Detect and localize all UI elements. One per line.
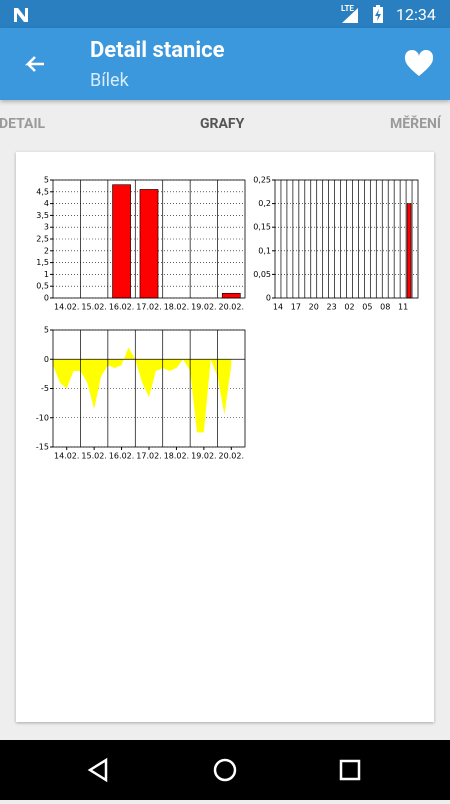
x-tick-label: 17.02. <box>136 303 161 312</box>
y-tick-label: 3,5 <box>36 211 49 220</box>
x-tick-label: 19.02. <box>191 303 216 312</box>
nav-recents[interactable] <box>339 759 361 781</box>
x-tick-label: 18.02. <box>164 303 189 312</box>
y-tick-label: 2,5 <box>36 235 49 244</box>
x-tick-label: 14.02. <box>54 303 79 312</box>
x-tick-label: 14 <box>273 303 283 312</box>
x-tick-label: 08 <box>380 303 390 312</box>
y-tick-label: -5 <box>41 384 49 393</box>
bar <box>112 184 131 299</box>
y-tick-label: 1 <box>44 270 49 279</box>
x-tick-label: 02 <box>344 303 354 312</box>
back-button[interactable] <box>22 52 48 78</box>
y-tick-label: 4 <box>44 199 49 208</box>
y-tick-label: 0,05 <box>253 270 271 279</box>
bar <box>139 189 159 299</box>
nav-back[interactable] <box>87 757 108 783</box>
favorite-button[interactable] <box>404 50 434 78</box>
x-tick-label: 18.02. <box>164 452 189 461</box>
x-tick-label: 16.02. <box>109 452 134 461</box>
y-tick-label: 0 <box>266 294 271 303</box>
tab-selected[interactable]: GRAFY <box>200 116 245 132</box>
plot-frame <box>52 179 246 299</box>
y-tick-label: -15 <box>36 443 49 452</box>
x-tick-label: 20 <box>309 303 319 312</box>
subtitle: Bílek <box>90 70 129 91</box>
bar <box>221 292 241 299</box>
y-tick-label: 0,1 <box>258 246 271 255</box>
plot-frame <box>274 179 419 299</box>
status-bar: LTE 12:34 <box>0 0 450 28</box>
bar <box>406 203 412 299</box>
tab-bar: DETAIL GRAFY MĚŘENÍ <box>0 100 450 150</box>
plot-frame <box>52 329 246 448</box>
y-tick-label: 0 <box>44 294 49 303</box>
nav-buttons <box>87 757 361 783</box>
x-tick-label: 23 <box>327 303 337 312</box>
y-tick-label: 2 <box>44 246 49 255</box>
clock: 12:34 <box>396 5 436 24</box>
x-tick-label: 20.02. <box>219 303 244 312</box>
x-tick-label: 17.02. <box>136 452 161 461</box>
app-bar: Detail stanice Bílek <box>0 28 450 100</box>
y-tick-label: 3 <box>44 223 49 232</box>
x-tick-label: 05 <box>362 303 372 312</box>
y-tick-label: 4,5 <box>36 187 49 196</box>
x-tick-label: 15.02. <box>81 452 106 461</box>
x-tick-label: 17 <box>291 303 301 312</box>
y-tick-label: 0 <box>44 355 49 364</box>
y-tick-label: 5 <box>44 176 49 185</box>
y-tick-label: 0,2 <box>258 199 271 208</box>
title: Detail stanice <box>90 38 225 63</box>
signal-icon <box>342 8 358 23</box>
x-tick-label: 14.02. <box>54 452 79 461</box>
tab[interactable]: MĚŘENÍ <box>390 116 441 132</box>
nav-home[interactable] <box>213 758 237 782</box>
area <box>53 347 232 433</box>
x-tick-label: 16.02. <box>109 303 134 312</box>
y-tick-label: 5 <box>44 326 49 335</box>
chart-card: 0 0,5 1 1,5 2 2,5 3 3,5 4 4,5 5 14.02. 15.02. 16.02. 1… <box>16 152 434 722</box>
tab[interactable]: DETAIL <box>0 116 46 132</box>
y-tick-label: 0,5 <box>36 282 49 291</box>
x-tick-label: 11 <box>398 303 408 312</box>
x-tick-label: 15.02. <box>81 303 106 312</box>
network-type: LTE <box>341 4 354 13</box>
y-tick-label: 1,5 <box>36 258 49 267</box>
y-tick-label: -10 <box>36 413 49 422</box>
y-tick-label: 0,15 <box>253 223 271 232</box>
x-tick-label: 20.02. <box>219 452 244 461</box>
battery-icon <box>373 5 383 23</box>
x-tick-label: 19.02. <box>191 452 216 461</box>
notification-icon <box>14 8 28 22</box>
y-tick-label: 0,25 <box>253 176 271 185</box>
navigation-bar <box>0 740 450 800</box>
